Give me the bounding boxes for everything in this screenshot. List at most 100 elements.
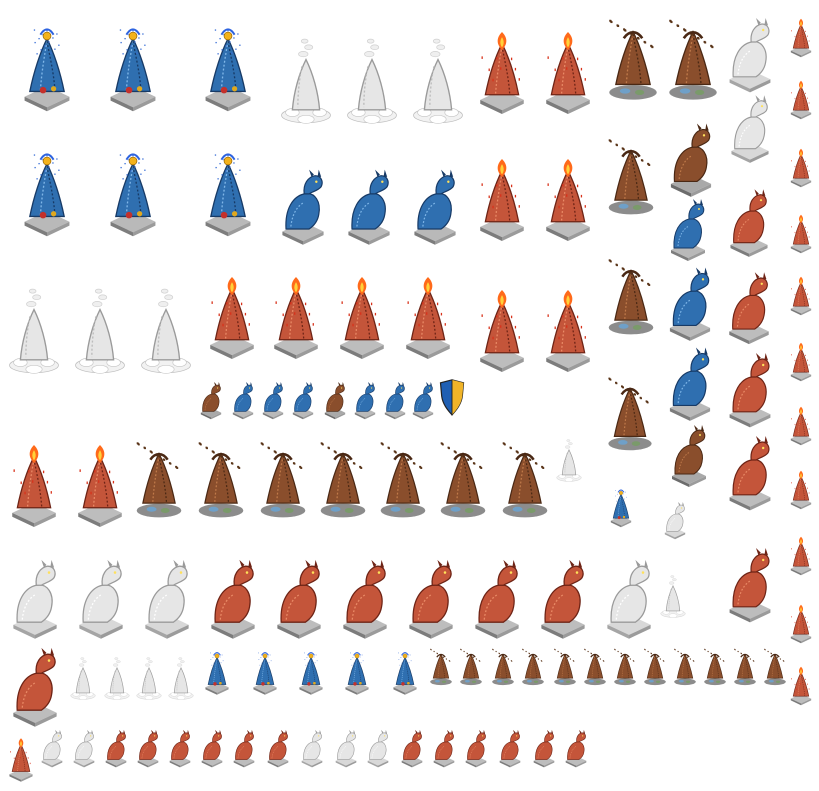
dragon-statue — [720, 536, 780, 632]
steam-statue — [338, 4, 406, 164]
dragon-statue — [272, 166, 334, 246]
mud-statue — [610, 640, 640, 696]
dragon-statue — [460, 728, 492, 768]
mud-statue — [640, 640, 670, 696]
dragon-statue — [720, 346, 780, 432]
steam-statue — [552, 420, 586, 504]
steam-statue — [404, 4, 472, 164]
dragon-statue — [560, 728, 592, 768]
steam-statue — [66, 254, 134, 414]
dragon-statue — [408, 380, 438, 420]
mud-statue — [600, 6, 666, 118]
dragon-statue — [530, 556, 596, 640]
fire-statue — [396, 262, 460, 374]
fire-statue — [786, 396, 816, 456]
mud-statue — [432, 426, 494, 538]
dragon-statue — [228, 728, 260, 768]
fire-statue — [470, 276, 534, 386]
dragon-statue — [262, 728, 294, 768]
fountain-statue — [14, 10, 80, 128]
dragon-statue — [660, 422, 718, 488]
dragon-statue — [528, 728, 560, 768]
mud-statue — [730, 640, 760, 696]
fire-statue — [786, 266, 816, 326]
dragon-statue — [330, 728, 362, 768]
mud-statue — [670, 640, 700, 696]
mud-statue — [580, 640, 610, 696]
dragon-statue — [660, 500, 690, 540]
steam-statue — [132, 638, 166, 722]
dragon-statue — [660, 196, 716, 262]
steam-statue — [132, 254, 200, 414]
mud-statue — [494, 426, 556, 538]
dragon-statue — [660, 120, 722, 198]
fountain-statue — [14, 136, 80, 252]
dragon-statue — [720, 92, 780, 164]
dragon-statue — [660, 344, 720, 422]
dragon-statue — [720, 264, 778, 350]
dragon-statue — [100, 728, 132, 768]
steam-statue — [272, 4, 340, 164]
dragon-statue — [398, 556, 464, 640]
dragon-statue — [380, 380, 410, 420]
dragon-statue — [196, 380, 226, 420]
steam-statue — [100, 638, 134, 722]
dragon-statue — [258, 380, 288, 420]
fountain-statue — [606, 480, 636, 536]
fire-statue — [786, 594, 816, 654]
dragon-statue — [350, 380, 380, 420]
mud-statue — [518, 640, 548, 696]
mud-statue — [760, 640, 790, 696]
dragon-statue — [428, 728, 460, 768]
dragon-statue — [494, 728, 526, 768]
dragon-statue — [164, 728, 196, 768]
dragon-statue — [396, 728, 428, 768]
dragon-statue — [200, 556, 266, 640]
fire-statue — [786, 332, 816, 392]
dragon-statue — [2, 556, 68, 640]
dragon-statue — [68, 728, 100, 768]
fire-statue — [264, 262, 328, 374]
dragon-statue — [596, 556, 662, 640]
fountain-statue — [200, 644, 234, 702]
fountain-statue — [195, 136, 261, 252]
fire-statue — [786, 460, 816, 520]
fountain-statue — [294, 644, 328, 702]
fire-statue — [786, 204, 816, 264]
dragon-statue — [338, 166, 400, 246]
fire-statue — [786, 656, 816, 716]
mud-statue — [190, 426, 252, 538]
dragon-statue — [660, 264, 720, 342]
dragon-statue — [196, 728, 228, 768]
steam-statue — [656, 556, 690, 640]
fire-statue — [470, 18, 534, 128]
fire-statue — [786, 526, 816, 586]
mud-statue — [600, 120, 662, 238]
fountain-statue — [248, 644, 282, 702]
dragon-statue — [320, 380, 350, 420]
dragon-statue — [720, 8, 780, 100]
fire-statue — [536, 145, 600, 255]
dragon-statue — [228, 380, 258, 420]
steam-statue — [164, 638, 198, 722]
dragon-statue — [464, 556, 530, 640]
fountain-statue — [100, 10, 166, 128]
steam-statue — [66, 638, 100, 722]
dragon-statue — [296, 728, 328, 768]
fire-statue — [2, 430, 66, 542]
dragon-statue — [332, 556, 398, 640]
mud-statue — [550, 640, 580, 696]
fire-statue — [470, 145, 534, 255]
dragon-statue — [68, 556, 134, 640]
mud-statue — [600, 360, 660, 472]
dragon-statue — [132, 728, 164, 768]
mud-statue — [660, 6, 726, 118]
fire-statue — [330, 262, 394, 374]
mud-statue — [600, 244, 662, 354]
fountain-statue — [100, 136, 166, 252]
fire-statue — [536, 18, 600, 128]
dragon-statue — [720, 424, 780, 520]
mud-statue — [456, 640, 486, 696]
fire-statue — [200, 262, 264, 374]
